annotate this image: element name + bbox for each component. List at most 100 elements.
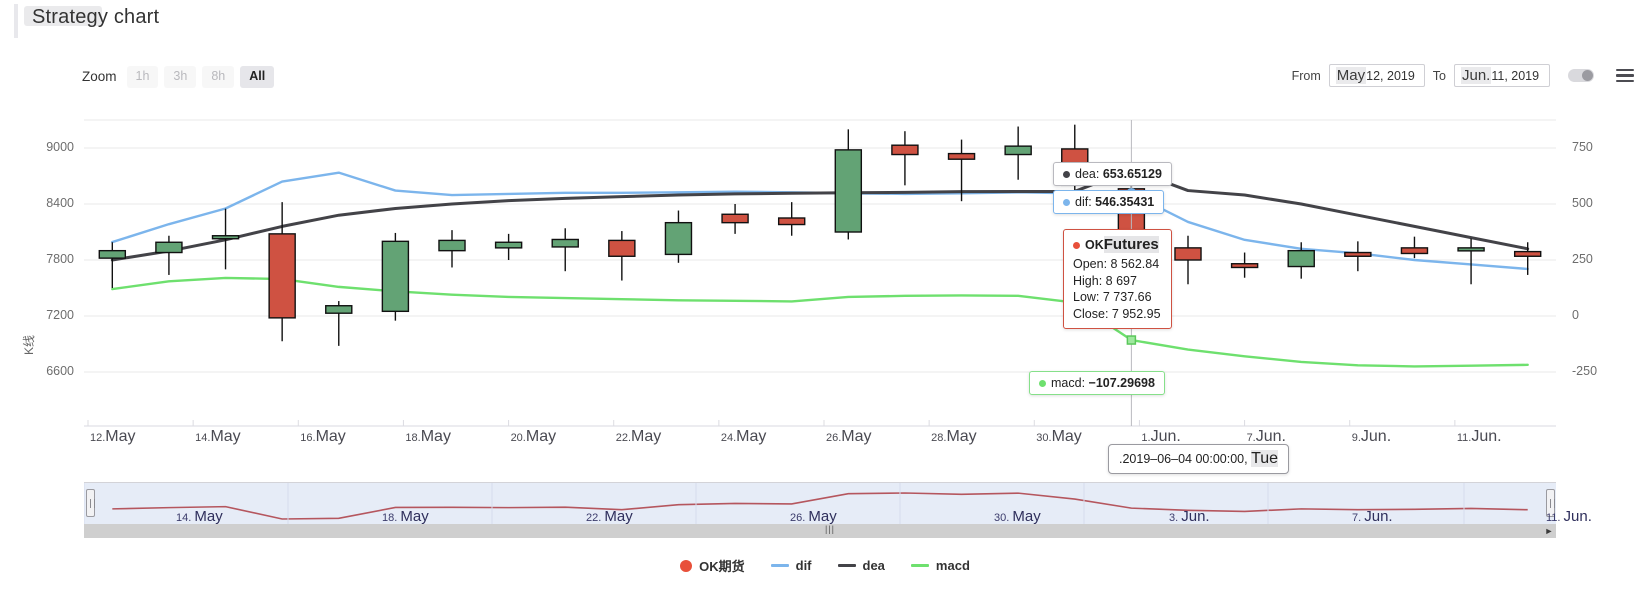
tooltip-ohlc-low: Low: 7 737.66	[1073, 290, 1152, 305]
zoom-toolbar: Zoom 1h 3h 8h All	[82, 66, 275, 88]
zoom-button-all[interactable]: All	[240, 66, 275, 88]
zoom-button-1h[interactable]: 1h	[126, 66, 159, 88]
legend-line-icon	[910, 564, 929, 567]
title-accent-bar	[14, 4, 18, 38]
to-date-rest: 11, 2019	[1491, 68, 1540, 83]
tooltip-ohlc-header: OKFutures	[1073, 235, 1161, 255]
y-axis-left-tick: 9000	[46, 140, 74, 154]
tooltip-dif: dif: 546.35431	[1053, 190, 1165, 214]
y-axis-left-tick: 7200	[46, 308, 74, 322]
y-axis-title: K线	[22, 334, 36, 355]
x-axis-tick: 24.May	[720, 428, 767, 445]
x-axis-tick: 18.May	[405, 428, 451, 445]
from-date-month: May	[1335, 67, 1367, 84]
navigator-x-tick: 11. Jun.	[1546, 508, 1592, 525]
y-axis-left-tick: 7800	[46, 252, 74, 266]
zoom-button-3h[interactable]: 3h	[164, 66, 197, 88]
dea-color-dot	[1063, 171, 1070, 179]
from-date-input[interactable]: May 12, 2019	[1328, 64, 1425, 87]
x-axis-tick: 16.May	[300, 428, 346, 445]
x-axis-tick: 26.May	[826, 428, 872, 445]
tooltip-ohlc-series-prefix: OK	[1085, 238, 1104, 252]
hamburger-menu-icon[interactable]	[1616, 68, 1634, 83]
navigator-x-tick: 26. May	[790, 508, 837, 525]
y-axis-right-tick: 750	[1572, 140, 1593, 154]
navigator-series-svg	[83, 483, 1528, 525]
legend-item-dif[interactable]: dif	[770, 558, 812, 573]
x-axis-tick: 9.Jun.	[1351, 428, 1392, 445]
y-axis-right-tick: 0	[1572, 308, 1579, 322]
macd-color-dot	[1039, 380, 1046, 388]
plot-svg	[84, 119, 1556, 427]
y-axis-right-tick: 500	[1572, 196, 1593, 210]
scrollbar-grip[interactable]: |||	[825, 524, 836, 534]
legend-line-icon	[837, 564, 856, 567]
page-title: Strategy chart	[32, 6, 160, 28]
tooltip-dea-label: dea:	[1075, 167, 1100, 181]
legend-label: dif	[795, 558, 812, 573]
legend-line-icon	[770, 564, 789, 567]
legend-dot-icon	[680, 559, 693, 572]
chart-legend: OK期货 dif dea macd	[0, 556, 1650, 575]
tooltip-ohlc-open: Open: 8 562.84	[1073, 256, 1160, 271]
tooltip-ohlc-high: High: 8 697	[1073, 273, 1137, 288]
range-navigator[interactable]: 14. May 18. May 22. May 26. May 30. May 3. Ju…	[0, 482, 1650, 525]
tooltip-dif-label: dif:	[1075, 195, 1092, 209]
to-date-month: Jun.	[1461, 67, 1492, 84]
x-axis-tick: 12.May	[90, 428, 136, 445]
from-date-rest: 12, 2019	[1366, 68, 1415, 83]
tooltip-crosshair-date: .2019–06–04 00:00:00, Tue	[1108, 444, 1290, 474]
to-label: To	[1432, 68, 1446, 83]
zoom-button-8h[interactable]: 8h	[202, 66, 235, 88]
navigator-x-tick: 18. May	[382, 508, 429, 525]
tooltip-macd-label: macd:	[1051, 376, 1086, 390]
x-axis-tick: 11.Jun.	[1456, 428, 1502, 445]
title-highlight-overlay	[24, 6, 102, 26]
horizontal-scrollbar[interactable]	[84, 524, 1556, 538]
tooltip-ohlc: OKFutures Open: 8 562.84 High: 8 697 Low…	[1063, 229, 1172, 330]
navigator-x-tick: 30. May	[994, 508, 1041, 525]
navigator-x-tick: 14. May	[176, 508, 223, 525]
crosshair-date-weekday: Tue	[1251, 450, 1279, 467]
legend-item-ok期货[interactable]: OK期货	[680, 556, 745, 575]
x-axis-tick: 30.May	[1036, 428, 1082, 445]
x-axis-tick: 14.May	[195, 428, 241, 445]
tooltip-macd: macd: −107.29698	[1029, 371, 1165, 395]
legend-label: macd	[935, 558, 970, 573]
tooltip-ohlc-series-suffix: Futures	[1103, 236, 1159, 253]
toggle-switch-icon[interactable]	[1568, 69, 1594, 82]
y-axis-right-tick: -250	[1572, 364, 1598, 378]
price-chart-plot[interactable]: K线 6600 7200 7800 8400 9000 -250 0 250 500 750	[0, 100, 1650, 430]
tooltip-ohlc-close: Close: 7 952.95	[1073, 306, 1161, 321]
navigator-x-tick: 7. Jun.	[1352, 508, 1393, 525]
y-axis-left-tick: 6600	[46, 364, 74, 378]
y-axis-right-tick: 250	[1572, 252, 1593, 266]
tooltip-dif-value: 546.35431	[1095, 195, 1155, 209]
ohlc-color-dot	[1073, 242, 1080, 250]
legend-label: dea	[862, 558, 885, 573]
navigator-x-tick: 22. May	[586, 508, 633, 525]
x-axis-tick: 7.Jun.	[1246, 428, 1286, 445]
x-axis-tick: 20.May	[510, 428, 557, 445]
scrollbar-right-arrow[interactable]: ►	[1542, 524, 1556, 538]
date-range-toolbar: From May 12, 2019 To Jun. 11, 2019	[1292, 64, 1634, 87]
tooltip-dea-value: 653.65129	[1102, 167, 1162, 181]
navigator-track[interactable]	[83, 482, 1556, 525]
tooltip-dea: dea: 653.65129	[1053, 162, 1172, 186]
crosshair-date-text: .2019–06–04 00:00:00,	[1119, 452, 1248, 466]
navigator-x-tick: 3. Jun.	[1169, 508, 1210, 525]
navigator-handle-right[interactable]	[1546, 489, 1555, 517]
legend-item-dea[interactable]: dea	[837, 558, 885, 573]
legend-label: OK期货	[699, 559, 745, 574]
to-date-input[interactable]: Jun. 11, 2019	[1454, 64, 1550, 87]
legend-item-macd[interactable]: macd	[910, 558, 970, 573]
navigator-handle-left[interactable]	[86, 489, 95, 517]
tooltip-macd-value: −107.29698	[1088, 376, 1155, 390]
from-label: From	[1291, 68, 1321, 83]
x-axis-tick: 28.May	[931, 428, 977, 445]
x-axis-tick: 22.May	[615, 428, 662, 445]
zoom-label: Zoom	[82, 69, 117, 85]
dif-color-dot	[1063, 199, 1070, 207]
x-axis-tick: 1.Jun.	[1141, 428, 1181, 445]
